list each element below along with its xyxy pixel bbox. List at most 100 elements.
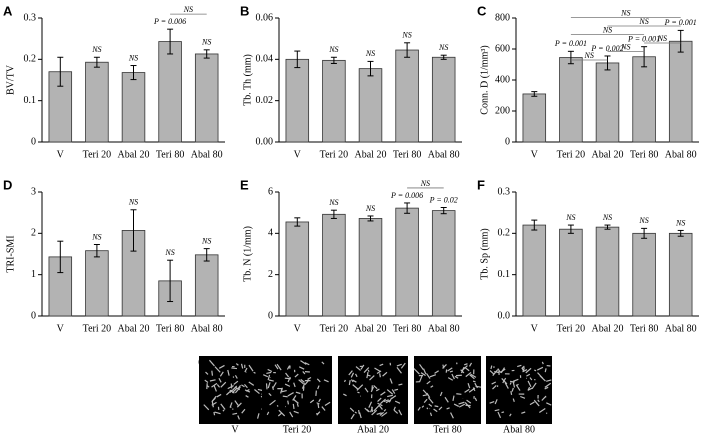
error-bar <box>404 42 411 58</box>
trabecula <box>248 381 255 386</box>
trabecula <box>458 403 466 408</box>
trabecula <box>364 387 369 393</box>
trabecula <box>209 379 216 382</box>
x-tick-label: Teri 20 <box>83 149 111 160</box>
trabecula <box>379 411 384 416</box>
y-tick-label: 2 <box>31 228 36 239</box>
trabecula <box>295 391 301 395</box>
trabecula <box>469 374 475 380</box>
trabecula <box>218 377 222 383</box>
y-tick-label: 0.04 <box>256 54 274 65</box>
trabecula <box>368 401 373 408</box>
y-tick-label: 6 <box>268 186 273 197</box>
annotation: NS <box>675 218 685 227</box>
error-bar <box>130 65 137 81</box>
trabecula <box>236 402 242 408</box>
trabecula <box>350 413 355 420</box>
panel-label: A <box>3 3 13 18</box>
bar <box>559 228 583 317</box>
trabecula <box>318 398 321 403</box>
trabecula <box>292 395 297 401</box>
annotation: P = 0.002 <box>590 44 623 53</box>
bracket-label: NS <box>183 5 193 14</box>
trabecula <box>447 377 454 381</box>
trabecula <box>472 387 476 392</box>
trabecula <box>298 366 305 370</box>
trabecula <box>422 368 427 375</box>
trabecula <box>266 411 270 416</box>
bar <box>668 232 693 317</box>
x-tick-label: V <box>531 149 539 160</box>
error-bar <box>294 217 301 227</box>
trabecula <box>367 369 370 372</box>
trabecula <box>450 412 454 419</box>
trabecula <box>502 377 507 384</box>
x-tick-label: Teri 80 <box>156 323 184 334</box>
error-bar <box>604 55 611 71</box>
trabecula <box>420 372 426 376</box>
error-bar <box>330 209 337 219</box>
trabecula <box>357 391 360 394</box>
y-axis-label: Tb. Sp (mm) <box>479 228 490 279</box>
trabecula <box>204 379 209 383</box>
trabecula <box>515 384 521 391</box>
trabecula <box>373 385 378 390</box>
trabecula <box>444 396 449 403</box>
trabecula <box>544 382 552 388</box>
trabecula <box>235 363 239 366</box>
y-tick-label: 0.1 <box>498 269 511 280</box>
trabecula <box>367 374 371 377</box>
bar <box>595 226 620 317</box>
trabecula <box>203 404 210 411</box>
trabecula <box>521 366 524 370</box>
x-tick-label: Abal 80 <box>191 323 223 334</box>
trabecula <box>527 386 531 391</box>
trabecula <box>369 375 375 381</box>
ct-image <box>414 356 481 424</box>
trabecula <box>509 380 515 383</box>
error-bar <box>294 50 301 69</box>
trabecula <box>227 369 230 376</box>
bar <box>632 56 656 143</box>
error-bar <box>404 202 411 214</box>
trabecula <box>458 401 465 405</box>
error-bar <box>604 224 611 230</box>
trabecula <box>377 402 383 407</box>
error-bar <box>57 240 64 274</box>
trabecula <box>309 399 315 404</box>
error-bar <box>677 229 684 237</box>
trabecula <box>438 406 443 411</box>
panel-label: B <box>240 3 249 18</box>
trabecula <box>494 370 499 374</box>
trabecula <box>237 415 240 420</box>
annotation: NS <box>91 232 101 241</box>
trabecula <box>374 367 381 372</box>
trabecula <box>526 373 531 377</box>
y-tick-label: 3 <box>31 186 36 197</box>
trabecula <box>214 411 221 415</box>
trabecula <box>465 371 472 378</box>
trabecula <box>287 392 294 397</box>
trabecula <box>287 376 291 383</box>
trabecula <box>358 409 360 415</box>
x-tick-label: Abal 80 <box>428 323 460 334</box>
y-axis-label: BV/TV <box>5 64 16 95</box>
trabecula <box>512 378 519 382</box>
annotation: NS <box>91 45 101 54</box>
trabecula <box>298 379 305 385</box>
x-tick-label: Teri 80 <box>630 149 658 160</box>
y-tick-label: 2 <box>268 269 273 280</box>
trabecula <box>529 401 535 406</box>
x-tick-label: Abal 20 <box>355 149 387 160</box>
trabecula <box>350 379 354 383</box>
trabecula <box>494 409 500 412</box>
x-tick-label: Abal 80 <box>665 149 697 160</box>
trabecula <box>522 369 528 373</box>
trabecula <box>536 366 544 371</box>
error-bar <box>203 248 210 262</box>
trabecula <box>268 379 274 382</box>
annotation: P = 0.006 <box>153 17 186 26</box>
trabecula <box>379 363 384 367</box>
trabecula <box>417 406 421 411</box>
y-tick-label: 0.02 <box>256 95 274 106</box>
